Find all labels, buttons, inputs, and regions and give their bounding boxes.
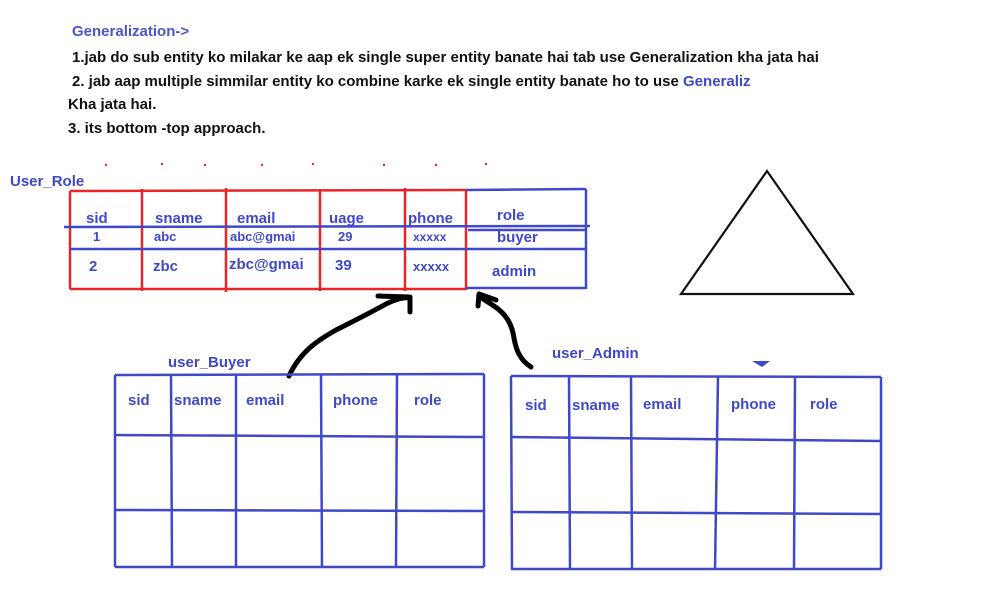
user-role-blue-grid: [63, 187, 591, 290]
user-buyer-header: sid sname email phone role: [128, 392, 442, 409]
user-role-red-grid: [68, 188, 468, 292]
user-admin-col-sname: sname: [572, 397, 620, 414]
user-admin-header: sid sname email phone role: [525, 396, 838, 414]
cell-sid: 2: [89, 258, 97, 275]
user-buyer-col-role: role: [414, 392, 442, 409]
user-role-col-sid: sid: [86, 210, 108, 227]
heading: Generalization->: [72, 23, 189, 40]
user-admin-table: sid sname email phone role: [509, 374, 883, 571]
user-admin-title: user_Admin: [552, 345, 639, 362]
note-line-4: 3. its bottom -top approach.: [68, 120, 266, 137]
user-buyer-col-sid: sid: [128, 392, 150, 409]
cell-role: admin: [492, 263, 536, 280]
small-marker-icon: [752, 361, 770, 367]
user-role-col-phone: phone: [408, 210, 453, 227]
note-line-2-prefix: 2. jab aap multiple simmilar entity ko c…: [72, 73, 683, 90]
cell-phone: xxxxx: [413, 230, 447, 244]
user-buyer-table: sid sname email phone role: [113, 372, 486, 569]
arrow-buyer-to-role: [286, 295, 413, 379]
user-role-header: sid sname email uage phone role: [86, 207, 525, 227]
arrow-buyer-head: [375, 293, 413, 315]
user-buyer-col-sname: sname: [174, 392, 222, 409]
cell-email: zbc@gmai: [229, 256, 304, 273]
cell-uage: 29: [338, 229, 352, 244]
arrows: [286, 291, 534, 379]
cell-phone: xxxxx: [413, 259, 450, 274]
note-line-3: Kha jata hai.: [68, 96, 156, 113]
red-dots: [104, 162, 488, 167]
user-role-title: User_Role: [10, 173, 84, 190]
table-row: 2 zbc zbc@gmai 39 xxxxx admin: [89, 256, 536, 280]
note-line-2: 2. jab aap multiple simmilar entity ko c…: [72, 73, 751, 90]
cell-sname: abc: [154, 229, 176, 244]
triangle-shape: [678, 169, 856, 296]
user-role-col-uage: uage: [329, 210, 364, 227]
table-row: 1 abc abc@gmai 29 xxxxx buyer: [93, 229, 538, 246]
user-admin-col-email: email: [643, 396, 681, 413]
note-line-2-term: Generaliz: [683, 73, 751, 90]
user-admin-col-sid: sid: [525, 397, 547, 414]
user-buyer-col-phone: phone: [333, 392, 378, 409]
note-line-1: 1.jab do sub entity ko milakar ke aap ek…: [72, 49, 819, 66]
user-role-col-sname: sname: [155, 210, 203, 227]
user-buyer-title: user_Buyer: [168, 354, 251, 371]
user-buyer-col-email: email: [246, 392, 284, 409]
user-role-col-email: email: [237, 210, 275, 227]
cell-sname: zbc: [153, 258, 178, 275]
user-buyer-grid: [113, 372, 486, 569]
arrow-admin-to-role: [479, 295, 534, 370]
cell-sid: 1: [93, 229, 100, 244]
user-role-table: sid sname email uage phone role 1 abc ab…: [63, 187, 591, 292]
user-admin-col-phone: phone: [731, 396, 776, 413]
cell-role: buyer: [497, 229, 538, 246]
cell-email: abc@gmai: [230, 229, 295, 244]
arrow-admin-head: [475, 291, 499, 309]
cell-uage: 39: [335, 257, 352, 274]
user-admin-grid: [509, 374, 883, 571]
user-admin-col-role: role: [810, 396, 838, 413]
user-role-col-role: role: [497, 207, 525, 224]
